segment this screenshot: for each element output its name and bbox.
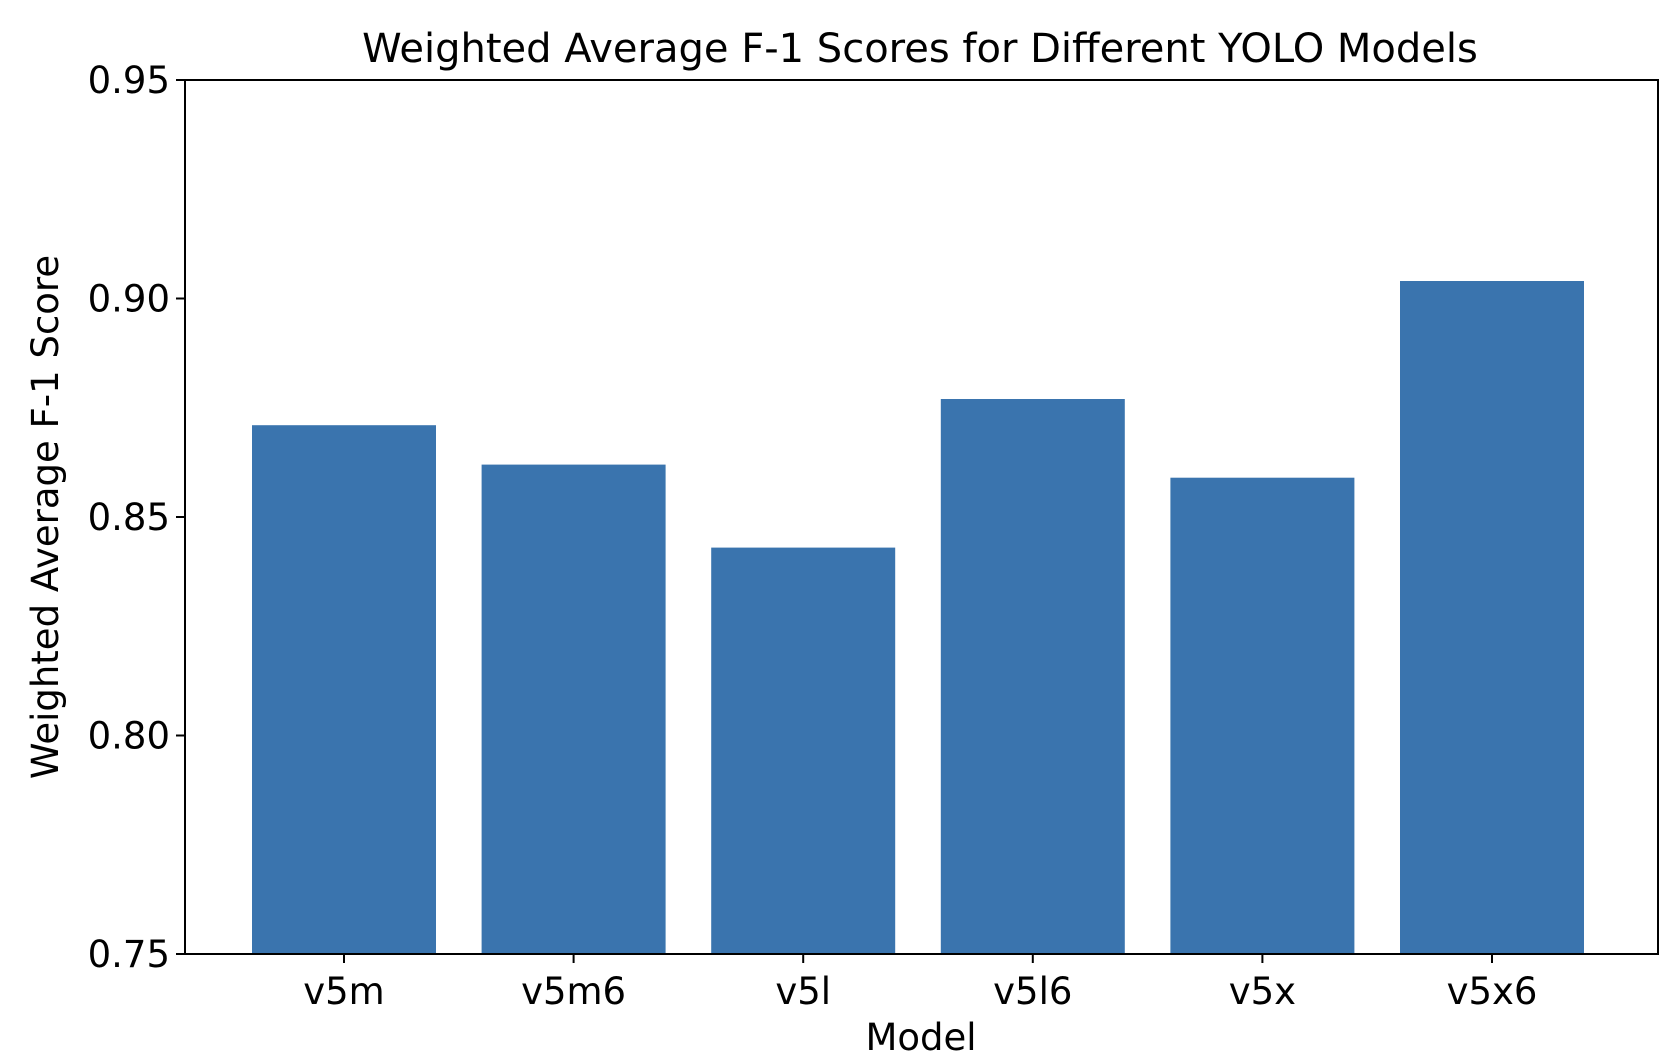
bar-v5m6: [481, 464, 666, 954]
x-tick-label: v5x: [1229, 970, 1296, 1013]
x-tick-label: v5l: [775, 970, 831, 1013]
x-axis: v5m v5m6 v5l v5l6 v5x v5x6: [303, 954, 1537, 1013]
x-tick-label: v5l6: [993, 970, 1072, 1013]
x-tick-label: v5m6: [521, 970, 626, 1013]
bars-group: [252, 281, 1584, 954]
y-tick-label: 0.75: [88, 933, 170, 976]
y-axis: 0.75 0.80 0.85 0.90 0.95: [88, 59, 185, 976]
x-tick-label: v5m: [303, 970, 384, 1013]
chart-title: Weighted Average F-1 Scores for Differen…: [362, 26, 1478, 72]
bar-v5x6: [1400, 281, 1584, 954]
y-tick-label: 0.80: [88, 715, 170, 758]
x-tick-label: v5x6: [1447, 970, 1538, 1013]
bar-v5l6: [940, 399, 1125, 954]
x-axis-label: Model: [865, 1016, 976, 1059]
bar-v5m: [252, 425, 436, 954]
bar-v5l: [711, 547, 896, 954]
y-tick-label: 0.95: [88, 59, 170, 102]
y-tick-label: 0.85: [88, 496, 170, 539]
y-tick-label: 0.90: [88, 278, 170, 321]
bar-v5x: [1170, 477, 1355, 954]
y-axis-label: Weighted Average F-1 Score: [24, 255, 67, 779]
